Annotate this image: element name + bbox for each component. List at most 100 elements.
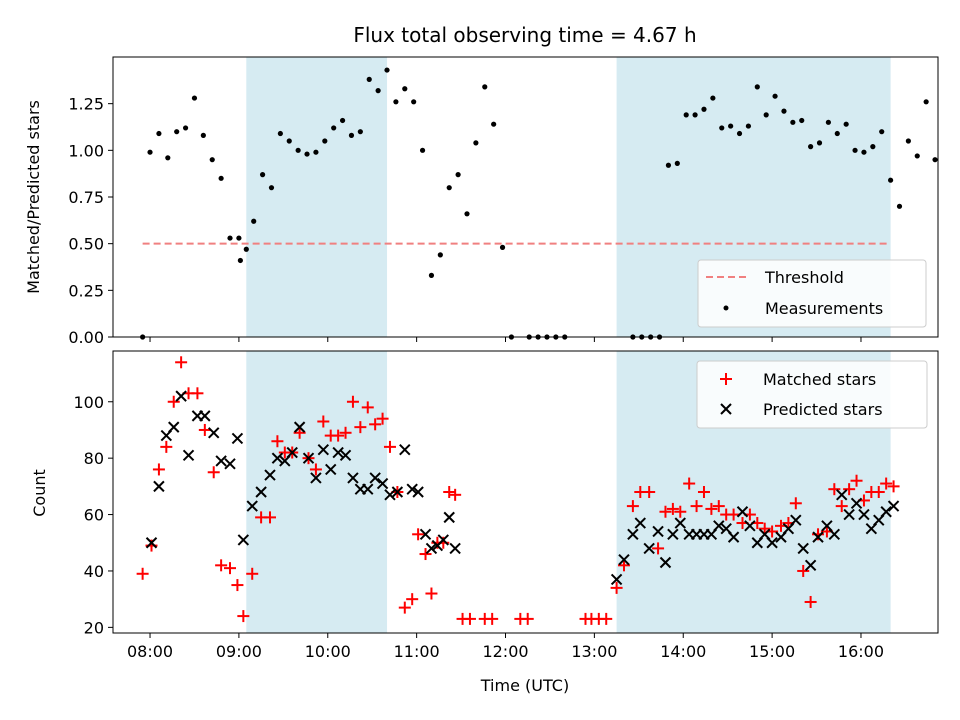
matched-star-point bbox=[880, 477, 893, 490]
matched-star-point bbox=[361, 401, 374, 414]
matched-star-point bbox=[727, 508, 740, 521]
measurement-point bbox=[825, 119, 831, 125]
matched-star-point bbox=[674, 505, 687, 518]
bottom-x-tick-label: 11:00 bbox=[394, 642, 440, 661]
predicted-star-point bbox=[153, 480, 165, 493]
matched-star-point bbox=[705, 502, 718, 515]
bottom-legend: Matched stars Predicted stars bbox=[696, 360, 928, 429]
predicted-star-point bbox=[412, 486, 424, 498]
matched-star-point bbox=[237, 610, 250, 623]
matched-star-point bbox=[224, 562, 237, 575]
matched-star-point bbox=[419, 548, 432, 561]
measurement-point bbox=[200, 132, 206, 138]
measurement-point bbox=[277, 130, 283, 137]
matched-star-point bbox=[697, 486, 710, 498]
matched-star-point bbox=[643, 486, 656, 498]
predicted-star-point bbox=[369, 472, 381, 484]
predicted-star-point bbox=[332, 446, 344, 459]
matched-star-point bbox=[160, 440, 173, 453]
measurement-point bbox=[728, 123, 734, 129]
bottom-panel: 08:00 09:00 10:00 11:00 12:00 13:00 14:00 15:00… bbox=[30, 350, 939, 695]
matched-star-point bbox=[828, 483, 841, 496]
matched-star-point bbox=[198, 423, 211, 436]
measurement-point bbox=[736, 130, 743, 137]
bottom-x-tick-label: 12:00 bbox=[482, 642, 528, 661]
measurement-point bbox=[236, 235, 242, 241]
measurement-point bbox=[674, 160, 680, 166]
matched-star-point bbox=[843, 483, 856, 496]
measurement-point bbox=[182, 125, 189, 131]
predicted-star-point bbox=[812, 531, 824, 543]
measurement-point bbox=[808, 144, 814, 150]
predicted-star-point bbox=[850, 497, 863, 509]
matched-star-point bbox=[136, 567, 149, 580]
bottom-y-tick-label: 20 bbox=[84, 618, 104, 637]
predicted-star-point bbox=[302, 452, 315, 464]
matched-star-point bbox=[425, 587, 438, 600]
matched-star-point bbox=[398, 601, 411, 614]
top-legend-box bbox=[697, 259, 927, 328]
measurement-point bbox=[499, 244, 506, 250]
matched-star-point bbox=[659, 505, 672, 518]
measurement-point bbox=[243, 246, 249, 252]
measurement-point bbox=[375, 88, 381, 94]
matched-star-point bbox=[207, 466, 220, 479]
matched-star-point bbox=[293, 426, 306, 439]
measurement-point bbox=[665, 162, 672, 168]
predicted-star-point bbox=[858, 508, 870, 521]
matched-star-point bbox=[758, 522, 771, 535]
measurement-point bbox=[156, 130, 162, 137]
measurement-point bbox=[218, 175, 224, 181]
matched-star-point bbox=[887, 480, 900, 493]
top-y-ticks: 0.00 0.25 0.50 0.75 1.00 1.25 bbox=[68, 95, 113, 347]
predicted-star-point bbox=[797, 542, 809, 555]
predicted-star-point bbox=[659, 556, 672, 569]
measurement-point bbox=[227, 235, 233, 241]
legend-matched-swatch bbox=[720, 373, 732, 385]
predicted-star-point bbox=[419, 528, 432, 541]
matched-star-point bbox=[443, 486, 456, 498]
top-y-tick-label: 1.25 bbox=[68, 95, 104, 114]
top-series-marks bbox=[140, 67, 938, 340]
predicted-star-point bbox=[376, 477, 389, 490]
matched-star-point bbox=[521, 612, 534, 625]
predicted-star-point bbox=[399, 443, 411, 456]
predicted-star-point bbox=[310, 472, 322, 484]
matched-star-point bbox=[215, 559, 228, 572]
measurement-point bbox=[763, 112, 769, 118]
predicted-star-point bbox=[215, 455, 227, 467]
predicted-star-point bbox=[199, 410, 211, 422]
measurement-point bbox=[251, 218, 257, 224]
legend-matched-label: Matched stars bbox=[763, 370, 876, 389]
shaded-interval-top-1 bbox=[246, 57, 388, 337]
measurement-point bbox=[790, 119, 796, 125]
predicted-star-point bbox=[264, 469, 276, 481]
matched-star-point bbox=[683, 477, 696, 490]
matched-star-point bbox=[835, 500, 848, 513]
bottom-x-axis-label: Time (UTC) bbox=[480, 676, 569, 695]
measurement-point bbox=[165, 155, 171, 161]
predicted-star-point bbox=[391, 486, 404, 498]
predicted-star-point bbox=[237, 534, 250, 546]
predicted-star-point bbox=[339, 449, 352, 462]
predicted-star-point bbox=[713, 520, 725, 532]
predicted-star-point bbox=[271, 452, 284, 464]
matched-star-point bbox=[264, 511, 277, 524]
bottom-plot-frame bbox=[112, 350, 939, 634]
bottom-x-tick-label: 10:00 bbox=[305, 642, 351, 661]
matched-star-point bbox=[449, 488, 462, 501]
predicted-star-point bbox=[168, 421, 180, 433]
measurement-point bbox=[473, 140, 479, 146]
measurement-point bbox=[683, 112, 689, 118]
matched-star-point bbox=[666, 502, 679, 515]
matched-star-point bbox=[383, 440, 396, 453]
measurement-point bbox=[701, 106, 707, 112]
measurement-point bbox=[491, 121, 497, 127]
measurement-point bbox=[455, 172, 461, 178]
matched-star-point bbox=[191, 387, 204, 400]
measurement-point bbox=[692, 112, 698, 118]
measurement-point bbox=[357, 129, 363, 135]
legend-measurements-label: Measurements bbox=[765, 299, 883, 318]
top-y-tick-label: 0.00 bbox=[68, 328, 104, 347]
measurement-point bbox=[781, 108, 787, 114]
